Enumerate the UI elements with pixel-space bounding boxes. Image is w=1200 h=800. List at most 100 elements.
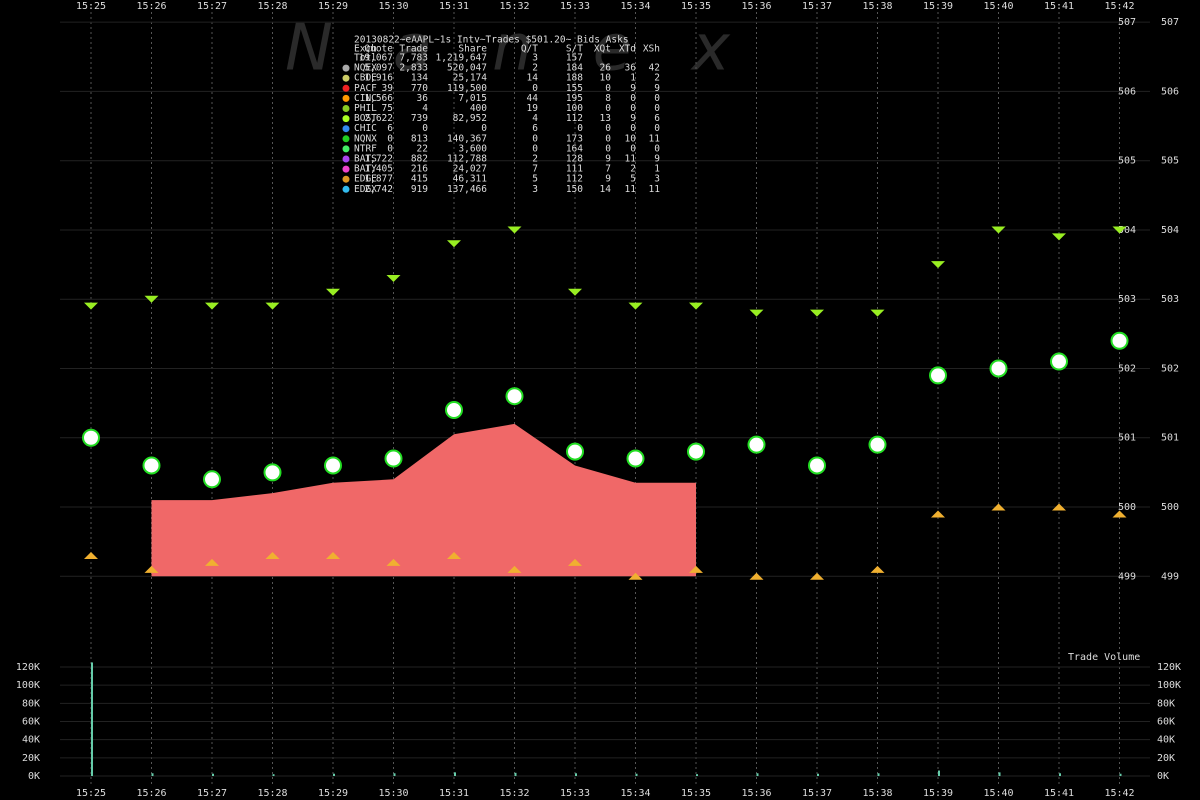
exchange-marker [342, 125, 350, 133]
price-tick-label: 506 [1118, 86, 1136, 97]
table-cell: 7 [532, 164, 538, 175]
ask-marker [144, 295, 159, 303]
table-cell: 0 [605, 133, 611, 144]
time-label-top: 15:32 [499, 1, 529, 12]
table-cell: BATY [354, 164, 377, 175]
time-label-bottom: 15:33 [560, 788, 590, 799]
table-cell: 0 [422, 123, 428, 134]
column-header: S/T [566, 44, 583, 55]
table-cell: 0 [630, 103, 636, 114]
time-label-top: 15:31 [439, 1, 469, 12]
table-cell: 0 [605, 143, 611, 154]
price-tick-label: 501 [1118, 433, 1136, 444]
trade-marker [747, 435, 766, 454]
bid-marker [689, 565, 703, 573]
table-cell: 0 [654, 123, 660, 134]
table-cell: 19,067 [359, 53, 393, 64]
exchange-marker [342, 155, 350, 163]
table-cell: 10 [625, 133, 637, 144]
volume-tick-label: 120K [16, 662, 40, 673]
trade-marker [142, 456, 161, 475]
volume-bar [1119, 773, 1122, 776]
table-cell: PHIL [354, 103, 377, 114]
ask-marker [386, 274, 401, 282]
ask-marker [447, 240, 461, 248]
exchange-marker [342, 135, 350, 143]
ask-marker [1112, 226, 1127, 234]
table-cell: 11 [625, 184, 637, 195]
time-label-top: 15:28 [257, 1, 287, 12]
volume-bar [1059, 773, 1061, 776]
table-cell: 112 [566, 174, 583, 185]
table-cell: 0 [630, 123, 636, 134]
volume-bar [454, 772, 456, 776]
table-cell: 3 [654, 174, 660, 185]
table-cell: 111 [566, 164, 583, 175]
table-title: 20130822~eAAPL~1s Intv~Trades $501.20~ B… [354, 35, 629, 46]
time-label-bottom: 15:32 [499, 788, 529, 799]
trade-marker [929, 366, 947, 385]
price-tick-label: 500 [1118, 502, 1136, 513]
table-cell: 2,622 [364, 113, 393, 124]
table-cell: 137,466 [447, 184, 487, 195]
volume-tick-label: 60K [1157, 716, 1175, 727]
time-label-bottom: 15:38 [862, 788, 892, 799]
ask-marker [689, 302, 703, 310]
trade-marker [868, 435, 887, 454]
bid-marker [326, 551, 340, 559]
table-cell: 9 [630, 83, 636, 94]
volume-bar [272, 774, 275, 776]
table-cell: 0 [630, 93, 636, 104]
trade-marker [808, 456, 826, 475]
table-cell: 14 [600, 184, 612, 195]
trade-marker [626, 449, 645, 468]
table-cell: EDGX [354, 184, 377, 195]
table-cell: 2 [532, 63, 538, 74]
volume-tick-label: 20K [1157, 753, 1175, 764]
time-label-top: 15:30 [378, 1, 408, 12]
volume-tick-label: 0K [28, 771, 40, 782]
table-cell: 0 [532, 143, 538, 154]
table-cell: 0 [605, 83, 611, 94]
table-cell: 6 [654, 113, 660, 124]
price-tick-label: 499 [1118, 571, 1136, 582]
ask-marker [205, 302, 219, 310]
table-cell: 882 [411, 154, 428, 165]
table-cell: 14 [527, 73, 539, 84]
ask-marker [84, 302, 98, 310]
table-cell: 7 [605, 164, 611, 175]
table-cell: CBOE [354, 73, 377, 84]
volume-bar [696, 774, 698, 776]
trade-marker [566, 442, 584, 461]
table-cell: 415 [411, 174, 428, 185]
table-cell: 11 [649, 184, 661, 195]
time-label-bottom: 15:42 [1104, 788, 1134, 799]
volume-bar [91, 662, 93, 776]
time-label-bottom: 15:30 [378, 788, 408, 799]
time-label-bottom: 15:35 [681, 788, 711, 799]
time-label-top: 15:39 [923, 1, 953, 12]
volume-bar [514, 772, 517, 776]
table-cell: 75 [382, 103, 393, 114]
table-cell: 3 [532, 53, 538, 64]
table-cell: 813 [411, 133, 428, 144]
volume-bar [877, 773, 880, 776]
exchange-marker [342, 94, 350, 102]
table-cell: 520,047 [447, 63, 487, 74]
time-label-bottom: 15:39 [923, 788, 953, 799]
table-cell: 36 [417, 93, 429, 104]
bid-marker [507, 565, 522, 573]
table-cell: 119,500 [447, 83, 487, 94]
table-cell: 0 [577, 123, 583, 134]
exchange-marker [342, 64, 350, 72]
column-header: Quote [364, 44, 393, 55]
bid-marker [447, 551, 461, 559]
bid-marker [991, 503, 1006, 511]
time-label-top: 15:33 [560, 1, 590, 12]
table-cell: 112 [566, 113, 583, 124]
table-cell: 1,722 [364, 154, 393, 165]
table-cell: PACF [354, 83, 377, 94]
table-cell: 1 [654, 164, 660, 175]
ask-marker [326, 288, 340, 296]
table-cell: 770 [411, 83, 428, 94]
